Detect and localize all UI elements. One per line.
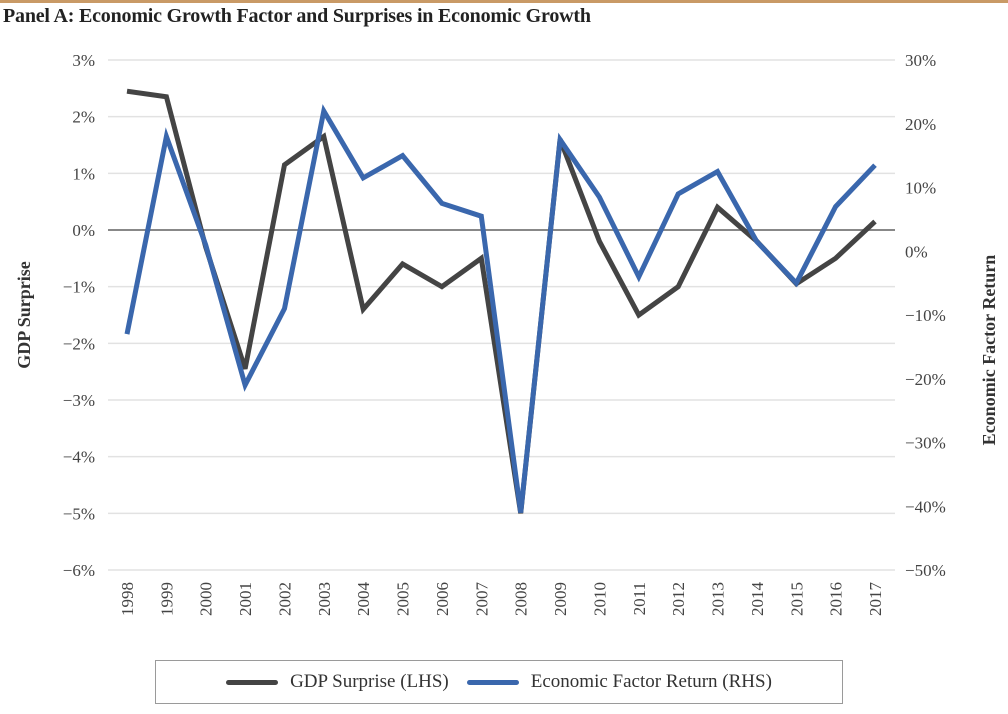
x-tick-label: 1999 — [157, 582, 176, 616]
x-tick-label: 2004 — [354, 582, 373, 617]
x-tick-label: 2017 — [866, 582, 885, 617]
legend: GDP Surprise (LHS) Economic Factor Retur… — [155, 660, 843, 704]
y-left-tick-label: 3% — [72, 51, 95, 70]
legend-label-factor: Economic Factor Return (RHS) — [530, 671, 772, 692]
y-left-tick-label: −2% — [63, 334, 95, 353]
x-axis-ticks: 1998 1999 2000 2001 2002 2003 2004 2005 2006 2007… — [118, 582, 885, 617]
y-left-tick-label: 2% — [72, 108, 95, 127]
x-tick-label: 2000 — [197, 582, 216, 616]
x-tick-label: 2008 — [512, 582, 531, 616]
y-right-tick-label: 20% — [905, 115, 936, 134]
y-right-tick-label: 0% — [905, 242, 928, 261]
y-axis-right-ticks: 30% 20% 10% 0% −10% −20% −30% −40% −50% — [905, 51, 946, 580]
y-axis-right-title: Economic Factor Return — [979, 255, 999, 446]
x-tick-label: 1998 — [118, 582, 137, 616]
y-left-tick-label: 0% — [72, 221, 95, 240]
x-tick-label: 2005 — [394, 582, 413, 616]
x-tick-label: 2003 — [315, 582, 334, 616]
y-axis-left-ticks: 3% 2% 1% 0% −1% −2% −3% −4% −5% −6% — [63, 51, 95, 580]
y-right-tick-label: 10% — [905, 179, 936, 198]
y-right-tick-label: −20% — [905, 370, 946, 389]
x-tick-label: 2002 — [275, 582, 294, 616]
x-tick-label: 2013 — [709, 582, 728, 616]
y-left-tick-label: −3% — [63, 391, 95, 410]
x-tick-label: 2010 — [590, 582, 609, 616]
x-tick-label: 2007 — [472, 582, 491, 617]
series-line-economic-factor-return — [124, 104, 877, 513]
y-left-tick-label: 1% — [72, 164, 95, 183]
y-left-tick-label: −1% — [63, 278, 95, 297]
y-right-tick-label: 30% — [905, 51, 936, 70]
legend-label-gdp: GDP Surprise (LHS) — [290, 671, 449, 692]
y-right-tick-label: −40% — [905, 497, 946, 516]
y-right-tick-label: −10% — [905, 306, 946, 325]
y-right-tick-label: −50% — [905, 561, 946, 580]
y-right-tick-label: −30% — [905, 434, 946, 453]
x-tick-label: 2009 — [551, 582, 570, 616]
x-tick-label: 2016 — [827, 582, 846, 616]
y-left-tick-label: −4% — [63, 448, 95, 467]
y-left-tick-label: −6% — [63, 561, 95, 580]
legend-swatch-factor — [466, 679, 519, 685]
x-tick-label: 2015 — [787, 582, 806, 616]
x-tick-label: 2001 — [236, 582, 255, 616]
chart-title: Panel A: Economic Growth Factor and Surp… — [3, 5, 591, 27]
series-lines — [124, 88, 877, 514]
legend-item-factor: Economic Factor Return (RHS) — [466, 671, 772, 693]
y-axis-left-title: GDP Surprise — [14, 261, 34, 369]
series-line-gdp-surprise — [126, 88, 877, 514]
x-tick-label: 2006 — [433, 582, 452, 616]
y-left-tick-label: −5% — [63, 504, 95, 523]
legend-item-gdp: GDP Surprise (LHS) — [226, 671, 449, 693]
legend-swatch-gdp — [226, 679, 279, 685]
x-tick-label: 2012 — [669, 582, 688, 616]
top-rule — [0, 0, 1008, 3]
x-tick-label: 2014 — [748, 582, 767, 617]
x-tick-label: 2011 — [630, 582, 649, 615]
